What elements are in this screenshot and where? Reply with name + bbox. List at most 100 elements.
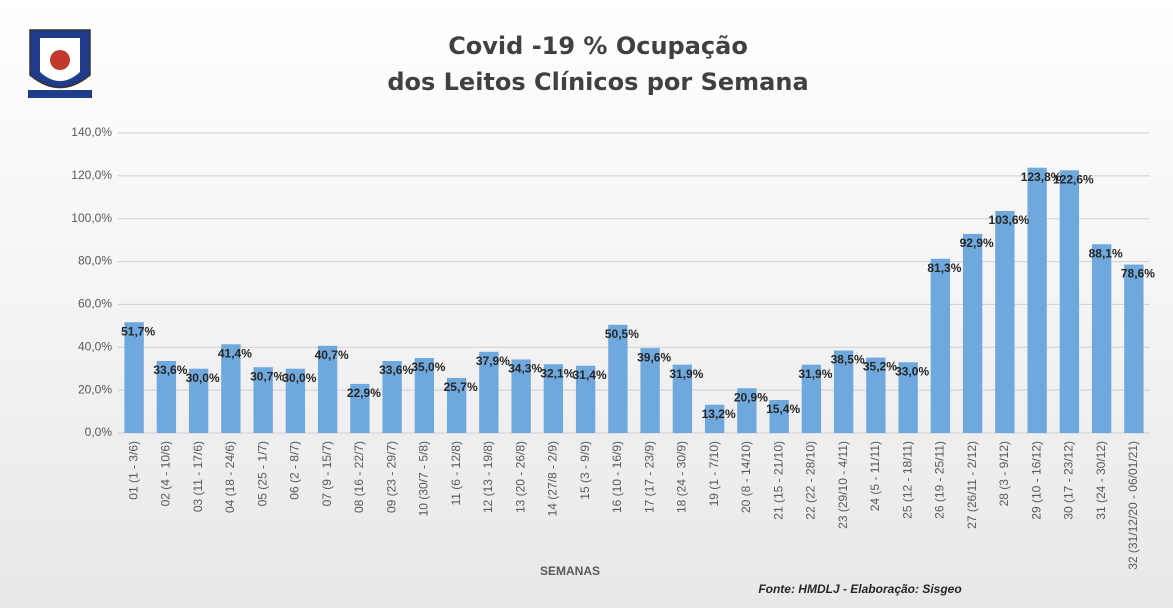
bar — [446, 377, 467, 433]
y-tick-label: 20,0% — [78, 382, 112, 396]
x-tick-label: 08 (16 - 22/7) — [352, 441, 366, 513]
y-tick-label: 40,0% — [78, 339, 112, 353]
data-label: 41,4% — [218, 346, 252, 360]
bar — [1027, 167, 1047, 433]
y-tick-label: 100,0% — [71, 211, 112, 225]
chart-title: Covid -19 % Ocupação — [448, 32, 748, 60]
bar — [608, 324, 628, 433]
bar — [1059, 170, 1080, 434]
x-tick-label: 10 (30/7 - 5/8) — [417, 441, 431, 516]
bar — [833, 350, 854, 433]
data-label: 22,9% — [347, 386, 381, 400]
bar — [672, 364, 693, 433]
x-tick-label: 05 (25 - 1/7) — [255, 441, 269, 506]
data-label: 51,7% — [121, 324, 155, 338]
x-tick-label: 23 (29/10 - 4/11) — [836, 441, 850, 529]
x-tick-label: 11 (6 - 12/8) — [449, 441, 463, 505]
bar — [995, 211, 1015, 433]
bar — [253, 367, 273, 433]
bar — [156, 361, 177, 433]
x-tick-label: 26 (19 - 25/11) — [933, 441, 947, 519]
x-tick-label: 22 (22 - 28/10) — [804, 441, 818, 520]
x-tick-label: 21 (15 - 21/10) — [771, 441, 785, 520]
x-tick-label: 12 (13 - 19/8) — [481, 441, 495, 513]
data-label: 35,0% — [411, 360, 445, 374]
data-label: 13,2% — [702, 407, 736, 421]
x-tick-label: 25 (12 - 18/11) — [900, 441, 914, 519]
bar — [737, 388, 757, 433]
bar — [414, 358, 435, 433]
x-tick-label: 09 (23 - 29/7) — [384, 441, 398, 513]
x-tick-label: 14 (27/8 - 2/9) — [546, 441, 560, 516]
x-tick-label: 16 (10 - 16/9) — [610, 441, 624, 513]
y-tick-label: 60,0% — [78, 297, 112, 311]
bar — [801, 364, 822, 433]
bar — [1091, 244, 1112, 433]
data-label: 32,1% — [540, 366, 574, 380]
bar — [704, 404, 725, 433]
source: Fonte: HMDLJ - Elaboração: Sisgeo — [758, 582, 961, 596]
bar — [479, 351, 499, 433]
x-tick-label: 15 (3 - 9/9) — [578, 441, 592, 500]
x-axis-label: SEMANAS — [540, 564, 600, 578]
bar — [575, 365, 596, 433]
data-label: 30,7% — [250, 369, 284, 383]
bar — [898, 362, 918, 433]
x-tick-label: 28 (3 - 9/12) — [997, 441, 1011, 506]
data-label: 38,5% — [831, 353, 865, 367]
data-label: 122,6% — [1053, 172, 1094, 186]
bar — [769, 400, 789, 433]
data-label: 15,4% — [766, 402, 800, 416]
y-tick-label: 120,0% — [71, 168, 112, 182]
bar — [962, 233, 983, 433]
x-tick-label: 20 (8 - 14/10) — [739, 441, 753, 513]
x-tick-label: 02 (4 - 10/6) — [159, 441, 173, 506]
x-tick-label: 32 (31/12/20 - 06/01/21) — [1126, 441, 1140, 570]
data-label: 39,6% — [637, 350, 671, 364]
x-tick-label: 18 (24 - 30/9) — [675, 441, 689, 513]
y-tick-label: 80,0% — [78, 254, 112, 268]
data-label: 81,3% — [927, 261, 961, 275]
x-tick-label: 06 (2 - 8/7) — [288, 441, 302, 500]
x-tick-label: 03 (11 - 17/6) — [191, 441, 205, 512]
data-label: 50,5% — [605, 327, 639, 341]
data-label: 31,9% — [669, 367, 703, 381]
data-label: 20,9% — [734, 390, 768, 404]
x-tick-label: 24 (5 - 11/11) — [868, 441, 882, 511]
bar — [930, 258, 951, 433]
y-tick-label: 140,0% — [71, 125, 112, 139]
data-label: 25,7% — [444, 380, 478, 394]
data-label: 31,9% — [798, 367, 832, 381]
x-tick-label: 17 (17 - 23/9) — [642, 441, 656, 513]
data-label: 88,1% — [1089, 246, 1123, 260]
x-tick-label: 29 (10 - 16/12) — [1029, 441, 1043, 520]
data-label: 34,3% — [508, 362, 542, 376]
data-label: 33,6% — [153, 363, 187, 377]
chart-subtitle: dos Leitos Clínicos por Semana — [387, 68, 808, 96]
bar — [543, 364, 564, 433]
x-tick-label: 19 (1 - 7/10) — [707, 441, 721, 506]
data-label: 92,9% — [960, 236, 994, 250]
y-tick-label: 0,0% — [85, 425, 113, 439]
bar — [285, 368, 306, 433]
data-label: 33,6% — [379, 363, 413, 377]
bar — [221, 344, 241, 433]
data-label: 31,4% — [573, 368, 607, 382]
bar — [188, 368, 209, 433]
bar — [350, 383, 370, 433]
logo — [28, 29, 92, 98]
data-label: 35,2% — [863, 360, 897, 374]
data-label: 33,0% — [895, 364, 929, 378]
bar — [124, 322, 144, 433]
bar — [640, 348, 660, 433]
x-tick-label: 01 (1 - 3/6) — [126, 441, 140, 500]
data-label: 123,8% — [1021, 170, 1062, 184]
data-label: 40,7% — [315, 348, 349, 362]
data-label: 37,9% — [476, 354, 510, 368]
x-tick-label: 04 (18 - 24/6) — [223, 441, 237, 513]
x-tick-label: 27 (26/11 - 2/12) — [965, 441, 979, 529]
data-label: 103,6% — [989, 213, 1030, 227]
data-label: 30,0% — [186, 371, 220, 385]
x-tick-label: 30 (17 - 23/12) — [1062, 441, 1076, 520]
bar — [866, 357, 886, 433]
